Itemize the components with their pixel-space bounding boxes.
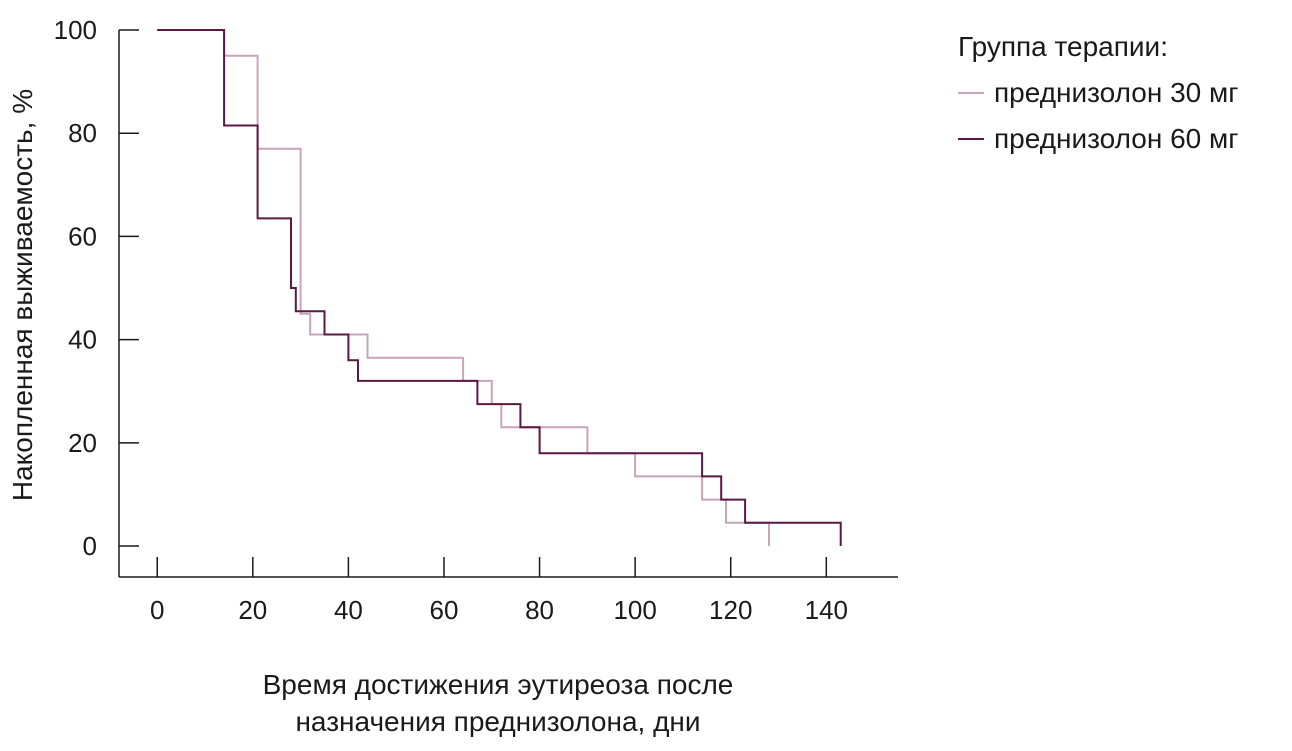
series-layer <box>157 29 842 546</box>
y-tick-label: 20 <box>68 428 97 458</box>
legend-title: Группа терапии: <box>958 31 1168 62</box>
x-tick-label: 20 <box>238 595 267 625</box>
y-tick-label: 100 <box>54 15 97 45</box>
series-line-30mg <box>157 29 770 546</box>
x-axis-title-line-1: Время достижения эутиреоза после <box>263 669 734 700</box>
x-axis-title-line-2: назначения преднизолона, дни <box>295 706 700 737</box>
x-tick-label: 100 <box>613 595 656 625</box>
legend-label-60mg: преднизолон 60 мг <box>994 123 1238 154</box>
legend: Группа терапии: преднизолон 30 мг предни… <box>958 31 1238 154</box>
y-tick-label: 60 <box>68 221 97 251</box>
axes <box>118 30 898 578</box>
legend-label-30mg: преднизолон 30 мг <box>994 77 1238 108</box>
x-tick-label: 60 <box>430 595 459 625</box>
y-tick-label: 40 <box>68 325 97 355</box>
x-tick-label: 80 <box>525 595 554 625</box>
series-line-60mg <box>157 29 842 546</box>
legend-item-60mg: преднизолон 60 мг <box>958 123 1238 154</box>
y-ticks: 0 20 40 60 80 100 <box>54 15 139 561</box>
x-tick-label: 120 <box>709 595 752 625</box>
y-tick-label: 0 <box>83 531 97 561</box>
y-tick-label: 80 <box>68 118 97 148</box>
x-tick-label: 140 <box>805 595 848 625</box>
y-axis-title: Накопленная выживаемость, % <box>7 89 38 501</box>
legend-item-30mg: преднизолон 30 мг <box>958 77 1238 108</box>
x-tick-label: 40 <box>334 595 363 625</box>
x-ticks: 0 20 40 60 80 100 120 140 <box>150 557 848 625</box>
x-tick-label: 0 <box>150 595 164 625</box>
